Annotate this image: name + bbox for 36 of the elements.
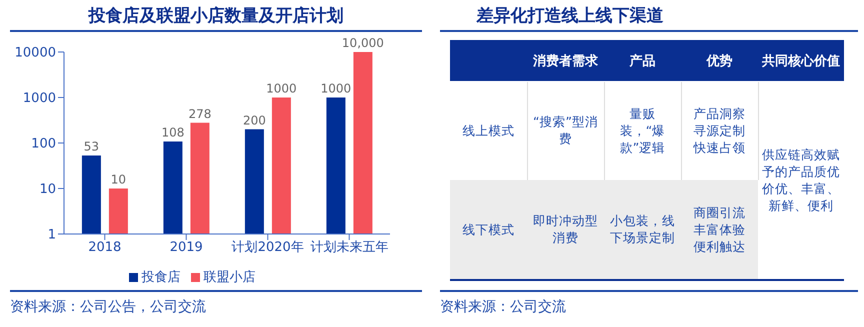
chart-title: 投食店及联盟小店数量及开店计划 [87, 5, 344, 27]
x-tick-label: 2019 [170, 240, 203, 256]
text: 商圈引流丰富体验便利触达 [692, 204, 746, 256]
text: 共同核心价值 [761, 52, 841, 70]
legend-label: 投食店 [142, 270, 180, 285]
text: “搜索”型消费 [527, 82, 604, 180]
y-tick-label: 100 [31, 136, 56, 152]
data-label: 200 [242, 113, 266, 128]
text: 产品洞察寻源定制快速占领 [692, 106, 746, 156]
text: 量贩装，“爆款”逻辑 [604, 82, 681, 180]
legend-label: 联盟小店 [204, 270, 256, 285]
text: 线下模式 [462, 220, 516, 238]
data-label: 278 [188, 106, 212, 121]
text: 产品 [628, 52, 656, 70]
data-label: 53 [84, 140, 100, 154]
data-label: 1000 [320, 82, 352, 96]
y-tick-label: 1000 [22, 91, 56, 106]
text: 优势 [705, 52, 734, 70]
data-label: 10 [110, 172, 126, 186]
text: 差异化打造线上线下渠道 [475, 5, 664, 27]
data-label: 1000 [266, 82, 297, 96]
y-tick-label: 1 [48, 228, 56, 243]
text: 供应链高效赋予的产品质优价优、丰富、新鲜、便利 [761, 146, 841, 214]
text: 消费者需求 [532, 52, 599, 70]
text: 线上模式 [450, 82, 527, 180]
x-tick-label: 2018 [88, 240, 122, 256]
data-label: 10,000 [342, 36, 384, 50]
text: 资料来源：公司公告，公司交流 [10, 298, 206, 316]
text: 资料来源：公司交流 [440, 298, 566, 316]
text: 小包装，线下场景定制 [609, 212, 676, 247]
x-tick-label: 计划2020年 [232, 240, 304, 256]
y-tick-label: 10000 [14, 46, 56, 61]
text: 即时冲动型消费 [532, 212, 599, 247]
data-label: 108 [161, 125, 184, 140]
y-tick-label: 10 [39, 182, 56, 198]
x-tick-label: 计划未来五年 [310, 240, 388, 256]
